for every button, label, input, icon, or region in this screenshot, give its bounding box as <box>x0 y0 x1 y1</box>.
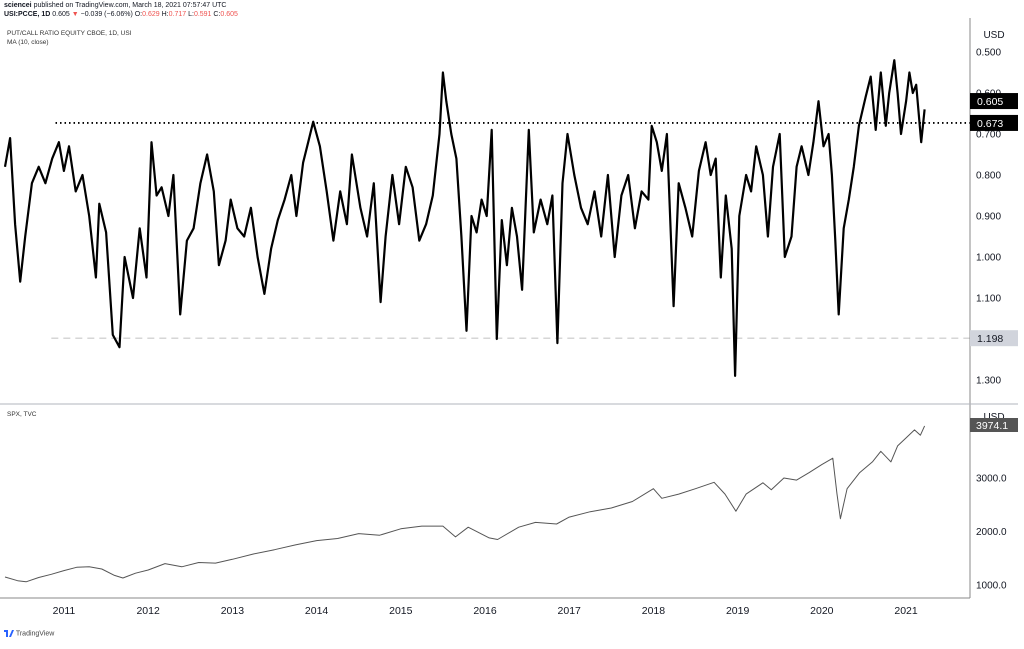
spx-pane-title[interactable]: SPX, TVC <box>7 411 37 418</box>
time-axis[interactable]: 2011 2012 2013 2014 2015 2016 2017 2018 2019 2020… <box>0 597 970 617</box>
low-label: L: <box>188 11 194 18</box>
triangle-down-icon: ▼ <box>71 11 79 18</box>
high-label: H: <box>161 11 169 18</box>
pcce-currency-label: USD <box>983 30 1004 41</box>
spx-last-label-bg <box>970 418 1018 432</box>
spx-y-tick-label: 1000.0 <box>976 581 1007 592</box>
spx-currency-label: USD <box>983 412 1004 423</box>
publisher-name[interactable]: sciencei <box>4 2 32 9</box>
symbol-name[interactable]: USI:PCCE, 1D <box>4 11 51 18</box>
ma-indicator-label[interactable]: MA (10, close) <box>7 39 49 46</box>
spx-last-price-label: 3974.1 <box>976 420 1008 432</box>
spx-y-tick-label: 3000.0 <box>976 474 1007 485</box>
x-tick-label: 2012 <box>136 605 160 617</box>
price-change: −0.039 (−6.06%) <box>80 11 133 18</box>
open-value: 0.629 <box>142 11 160 18</box>
footer-text: TradingView <box>15 630 55 638</box>
close-label: C: <box>213 11 221 18</box>
x-tick-label: 2014 <box>305 605 329 617</box>
x-tick-label: 2015 <box>389 605 413 617</box>
pcce-y-tick-label: 1.300 <box>976 376 1001 387</box>
pcce-y-tick-label: 0.800 <box>976 171 1001 182</box>
open-label: O: <box>134 11 143 18</box>
hline-label-0673-bg <box>970 114 1018 131</box>
x-tick-label: 2021 <box>894 605 918 617</box>
close-value: 0.605 <box>220 11 238 18</box>
pcce-y-tick-label: 0.500 <box>976 48 1001 59</box>
x-tick-label: 2013 <box>221 605 245 617</box>
published-text: published on TradingView.com, March 18, … <box>33 2 227 9</box>
price-axes[interactable]: USD0.5000.6000.7000.8000.9001.0001.1001.… <box>0 18 1018 598</box>
low-value: 0.591 <box>193 11 212 18</box>
last-price-label-bg <box>970 93 1018 110</box>
spx-series-line[interactable] <box>4 425 926 583</box>
x-tick-label: 2011 <box>53 605 76 617</box>
last-price: 0.605 <box>52 11 70 18</box>
x-tick-label: 2020 <box>810 605 834 617</box>
hline-label-1198: 1.198 <box>977 333 1003 345</box>
high-value: 0.717 <box>168 11 187 18</box>
pcce-y-tick-label: 0.900 <box>976 212 1001 223</box>
pcce-pane-title[interactable]: PUT/CALL RATIO EQUITY CBOE, 1D, USI <box>7 30 132 37</box>
x-tick-label: 2016 <box>473 605 497 617</box>
pcce-y-tick-label: 1.000 <box>976 253 1001 264</box>
spx-y-tick-label: 2000.0 <box>976 527 1007 538</box>
pcce-y-tick-label: 0.700 <box>976 130 1001 141</box>
spx-pane[interactable] <box>4 425 926 583</box>
pcce-pane[interactable] <box>3 59 970 377</box>
x-tick-label: 2018 <box>642 605 666 617</box>
hline-label-1198-bg <box>970 330 1018 347</box>
symbol-info: USI:PCCE, 1D 0.605 ▼ −0.039 (−6.06%) O:0… <box>4 10 238 19</box>
x-tick-label: 2017 <box>558 605 582 617</box>
tradingview-footer[interactable]: TradingView <box>4 630 54 637</box>
pcce-y-tick-label: 1.100 <box>976 294 1001 305</box>
tradingview-logo-icon <box>4 630 14 637</box>
publish-info: sciencei published on TradingView.com, M… <box>4 1 226 10</box>
pcce-series-line[interactable] <box>3 59 926 377</box>
last-price-label: 0.605 <box>977 96 1003 108</box>
hline-label-0673: 0.673 <box>977 118 1003 130</box>
x-tick-label: 2019 <box>726 605 750 617</box>
